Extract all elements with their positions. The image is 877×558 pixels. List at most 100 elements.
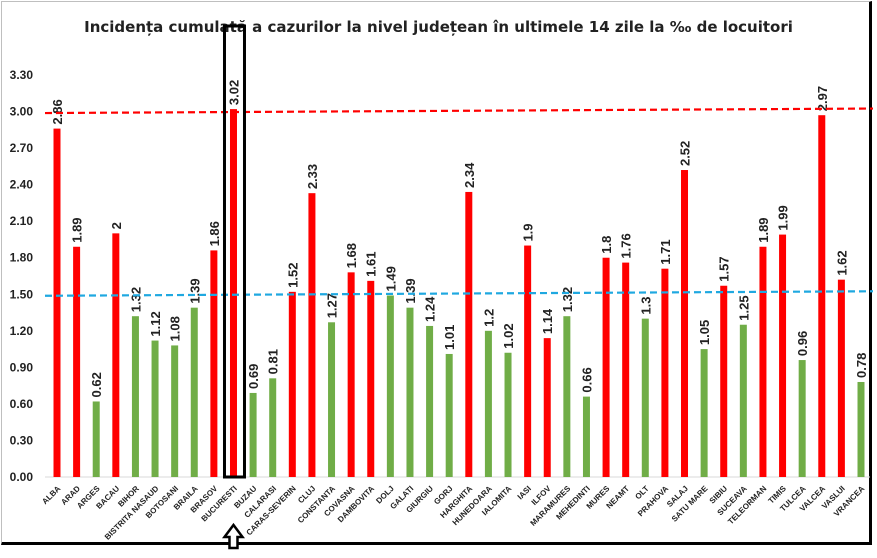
data-label: 1.2	[481, 309, 496, 327]
up-arrow-icon	[221, 522, 245, 550]
y-tick-label: 2.40	[10, 178, 34, 192]
bar-maramures	[563, 316, 571, 477]
bar-giurgiu	[426, 325, 434, 477]
highlight-box	[222, 24, 246, 479]
bar-prahova	[661, 268, 669, 477]
data-label: 0.81	[266, 349, 281, 374]
y-tick-label: 1.80	[10, 251, 34, 265]
data-label: 1.32	[560, 287, 575, 312]
data-label: 0.96	[795, 331, 810, 356]
bar-covasna	[347, 272, 355, 477]
y-tick-label: 0.30	[10, 433, 34, 447]
data-label: 1.01	[442, 325, 457, 350]
data-label: 1.24	[423, 296, 438, 322]
data-label: 1.49	[383, 266, 398, 291]
bar-calarasi	[269, 378, 277, 477]
bar-timis	[779, 234, 787, 477]
bar-neamt	[622, 262, 630, 477]
y-tick-label: 3.30	[10, 68, 34, 82]
y-tick-label: 1.20	[10, 324, 34, 338]
bar-cluj	[308, 193, 316, 477]
y-tick-label: 0.60	[10, 397, 34, 411]
data-label: 1.89	[756, 217, 771, 242]
bar-bihor	[131, 316, 139, 477]
bar-valcea	[818, 115, 826, 477]
data-label: 1.86	[207, 221, 222, 246]
bar-galati	[406, 307, 414, 477]
data-label: 1.8	[599, 236, 614, 254]
data-label: 1.39	[403, 278, 418, 303]
data-label: 2.34	[462, 162, 477, 188]
data-label: 2.52	[678, 141, 693, 166]
x-tick-label: ALBA	[40, 484, 62, 506]
bar-olt	[641, 318, 649, 477]
bar-constanta	[328, 322, 336, 477]
bar-vrancea	[857, 381, 865, 477]
data-label: 1.02	[501, 323, 516, 348]
y-tick-label: 0.00	[10, 470, 34, 484]
data-label: 1.71	[658, 239, 673, 264]
data-label: 1.14	[540, 308, 555, 334]
reference-line-1.5	[44, 290, 874, 297]
bar-bucuresti	[229, 109, 237, 477]
bar-suceava	[739, 324, 747, 477]
bar-dolj	[386, 295, 394, 477]
y-tick-label: 1.50	[10, 287, 34, 301]
data-label: 1.32	[128, 287, 143, 312]
bar-dambovita	[367, 280, 375, 477]
bar-teleorman	[759, 246, 767, 477]
reference-line-3	[44, 107, 874, 115]
bar-satu-mare	[700, 349, 708, 477]
chart-frame	[1, 1, 872, 545]
bar-harghita	[465, 191, 473, 478]
data-label: 0.69	[246, 364, 261, 389]
data-label: 0.62	[89, 372, 104, 397]
data-label: 1.08	[168, 316, 183, 341]
bar-bistrita-nasaud	[151, 340, 159, 477]
data-label: 1.57	[717, 256, 732, 281]
bar-tulcea	[798, 360, 806, 477]
y-tick-label: 3.00	[10, 105, 34, 119]
data-label: 1.3	[638, 297, 653, 315]
bar-hunedoara	[484, 330, 492, 477]
y-tick-label: 0.90	[10, 360, 34, 374]
data-label: 1.89	[70, 217, 85, 242]
bar-iasi	[524, 245, 532, 477]
bar-gorj	[445, 353, 453, 477]
bar-alba	[53, 128, 61, 477]
bar-ilfov	[543, 338, 551, 477]
bar-ialomita	[504, 352, 512, 477]
data-label: 1.9	[521, 223, 536, 241]
bar-salaj	[681, 170, 689, 477]
y-tick-label: 2.70	[10, 141, 34, 155]
bar-botosani	[171, 345, 179, 477]
data-label: 1.62	[834, 250, 849, 275]
chart-title: Incidența cumulată a cazurilor la nivel …	[84, 18, 793, 36]
bar-mehedinti	[582, 396, 590, 477]
data-label: 0.66	[579, 367, 594, 392]
data-label: 1.05	[697, 320, 712, 345]
data-label: 1.52	[285, 263, 300, 288]
data-label: 2	[109, 222, 124, 229]
bar-braila	[190, 307, 198, 477]
data-label: 2.33	[305, 164, 320, 189]
bar-mures	[602, 257, 610, 477]
data-label: 0.78	[854, 353, 869, 378]
y-tick-label: 2.10	[10, 214, 34, 228]
data-label: 2.97	[815, 86, 830, 111]
data-label: 1.76	[619, 233, 634, 258]
bar-arges	[92, 401, 100, 477]
bar-buzau	[249, 392, 257, 477]
data-label: 1.27	[325, 293, 340, 318]
bar-arad	[73, 246, 81, 477]
data-label: 1.61	[364, 252, 379, 277]
data-label: 3.02	[226, 80, 241, 105]
data-label: 1.12	[148, 311, 163, 336]
data-label: 1.25	[736, 295, 751, 320]
bar-vaslui	[837, 279, 845, 477]
bar-sibiu	[720, 285, 728, 477]
data-label: 1.39	[187, 278, 202, 303]
bar-bacau	[112, 233, 120, 477]
bar-caras-severin	[288, 291, 296, 477]
